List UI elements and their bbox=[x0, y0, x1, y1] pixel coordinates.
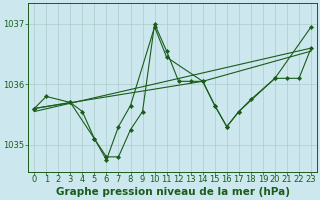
X-axis label: Graphe pression niveau de la mer (hPa): Graphe pression niveau de la mer (hPa) bbox=[56, 187, 290, 197]
